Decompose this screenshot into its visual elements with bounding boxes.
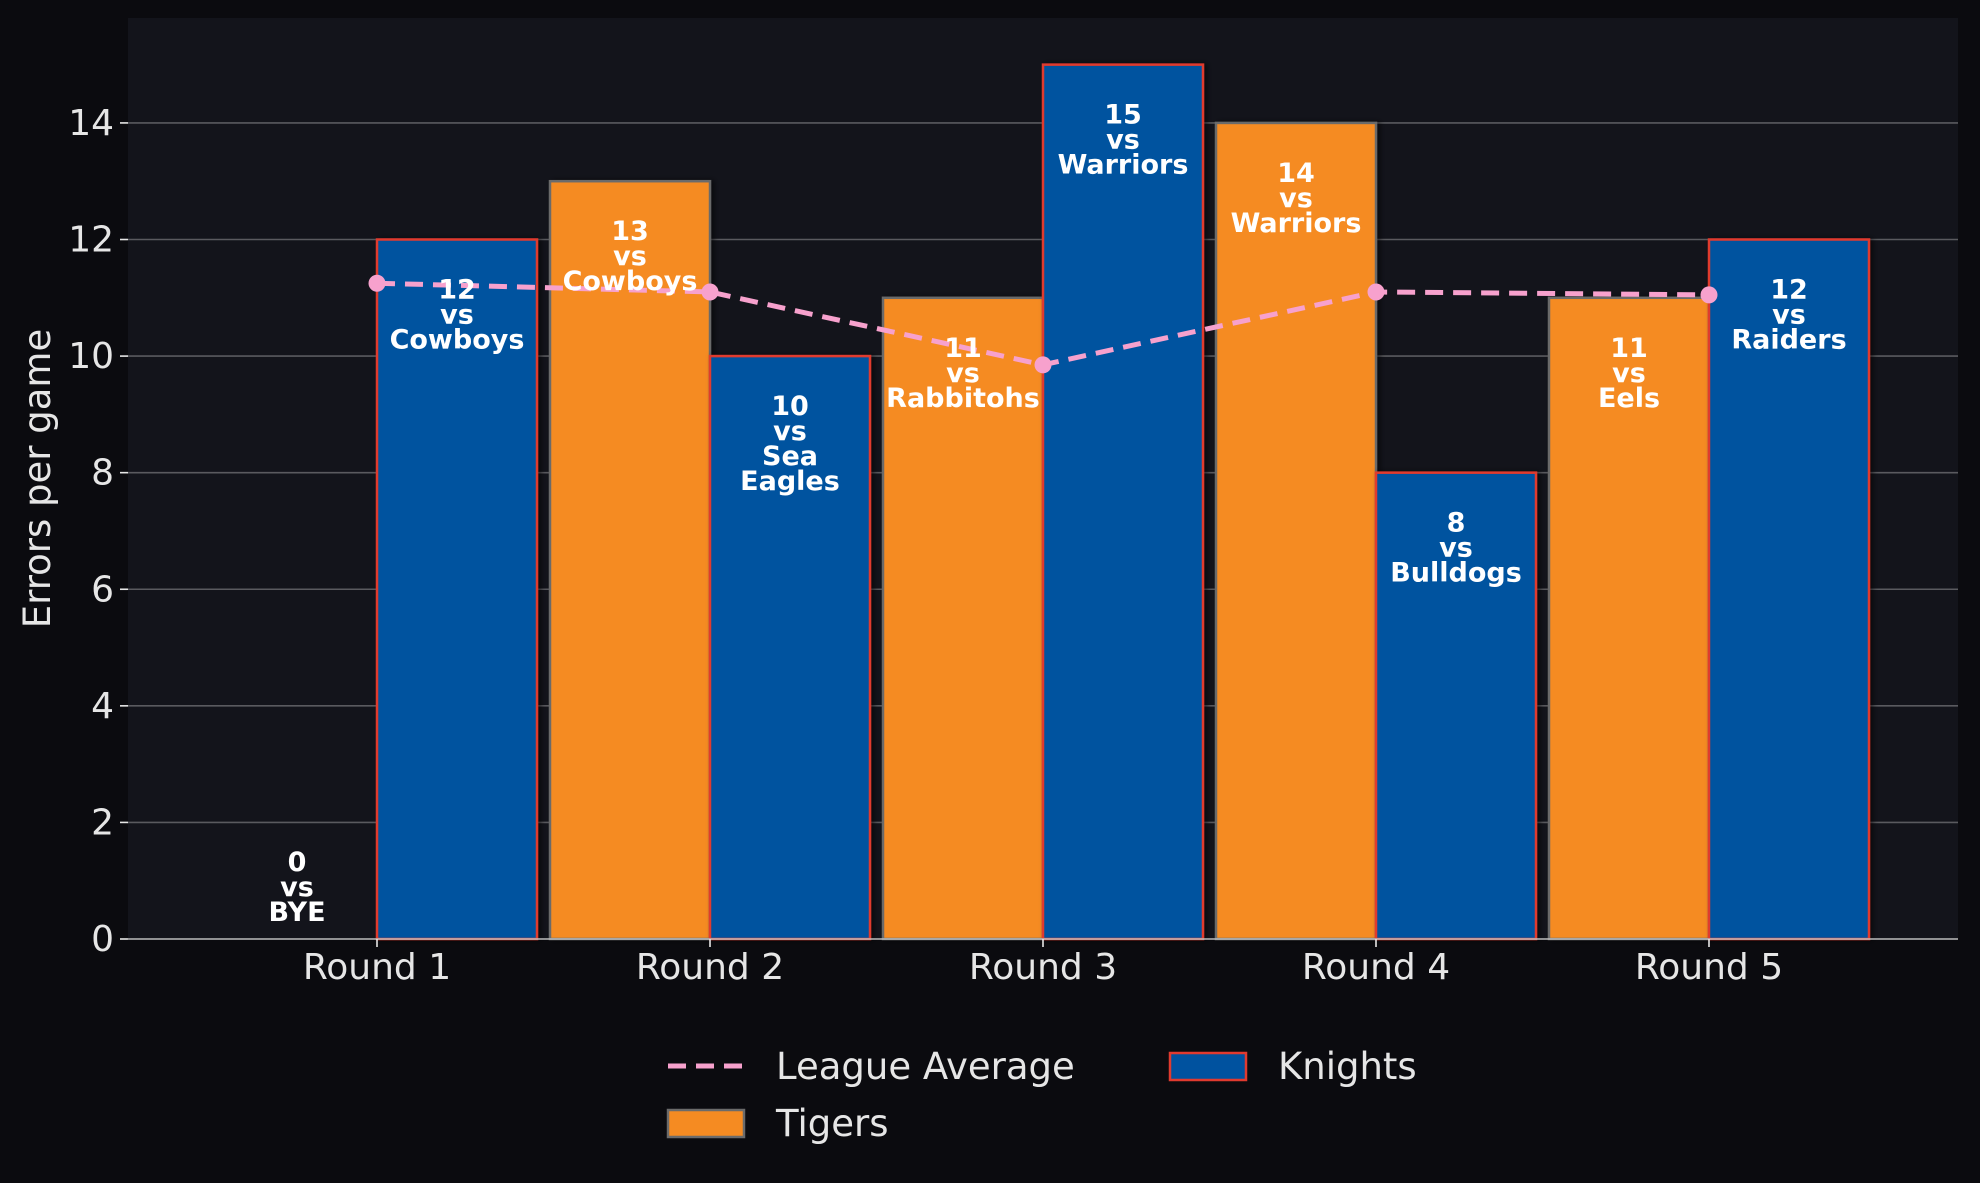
y-tick-label: 10 [68,336,114,377]
x-tick-label: Round 3 [969,947,1117,988]
knights-bar [375,238,539,941]
bar-label-line: 10 [771,391,809,422]
bar-label-line: vs [1772,300,1806,331]
bar-label-line: vs [1612,358,1646,389]
bar-label-line: 11 [1610,333,1648,364]
bar-label-line: vs [946,358,980,389]
league-average-point [1700,286,1718,304]
y-tick-label: 4 [91,686,114,727]
bar-label-line: 12 [1770,275,1808,306]
bar-label-line: Warriors [1058,150,1189,181]
knights-bar [708,354,872,941]
legend-item-knights: Knights [1168,1045,1417,1088]
legend-label: League Average [776,1045,1075,1088]
league-average-point [701,283,719,301]
league-average-point [1034,356,1052,374]
bar-label-line: 13 [611,216,649,247]
bars [375,63,1871,941]
bar-label-line: Raiders [1731,325,1846,356]
bar-label-line: vs [440,300,474,331]
bar-label-line: Warriors [1231,208,1362,239]
bar-label-line: Bulldogs [1390,558,1522,589]
knights-bar [1707,238,1871,941]
bar-label-line: Cowboys [563,266,698,297]
y-tick-label: 0 [91,919,114,960]
legend-item-league-average: League Average [668,1045,1075,1088]
bar-label-line: vs [280,872,314,903]
bar-label-line: 14 [1277,158,1315,189]
x-tick-label: Round 4 [1302,947,1450,988]
knights-bar [1374,471,1538,941]
league-average-point [368,274,386,292]
tigers-bar [548,179,712,941]
bar-label-line: vs [1279,183,1313,214]
bar-label-line: Rabbitohs [886,383,1040,414]
x-tick-label: Round 5 [1635,947,1783,988]
bar-label-line: vs [1439,533,1473,564]
legend-label: Tigers [775,1102,888,1145]
y-tick-label: 2 [91,802,114,843]
bar-label-line: Eels [1598,383,1660,414]
bar-labels: 0vsBYE12vsCowboys13vsCowboys10vsSeaEagle… [268,100,1846,928]
legend-item-tigers: Tigers [666,1102,888,1145]
bar-label-line: Cowboys [390,325,525,356]
league-average-point [1367,283,1385,301]
bar-label-line: vs [773,416,807,447]
x-tick-label: Round 1 [303,947,451,988]
bar-label-line: Sea [762,441,818,472]
bar-label-line: 0 [288,847,307,878]
league-average-line [368,274,1718,374]
knights-bar [1041,63,1205,941]
legend: League Average Knights Tigers [666,1045,1417,1145]
y-tick-label: 8 [91,453,114,494]
bar-label-line: 11 [944,333,982,364]
legend-label: Knights [1278,1045,1417,1088]
legend-swatch [666,1108,746,1139]
tigers-bar [1214,121,1378,941]
bar-label-line: Eagles [740,466,840,497]
y-tick-label: 6 [91,569,114,610]
legend-swatch [1168,1051,1248,1082]
x-tick-label: Round 2 [636,947,784,988]
bar-label-line: vs [1106,125,1140,156]
axes: 0 2 4 6 8 10 12 14 Round 1 Round 2 Round 3 Round 4 R… [68,103,1958,988]
bar-label-line: BYE [268,897,325,928]
y-axis-label: Errors per game [16,329,59,628]
y-tick-label: 14 [68,103,114,144]
bar-label-line: 15 [1104,100,1142,131]
y-tick-label: 12 [68,220,114,261]
bar-label-line: 12 [438,275,476,306]
bar-label-line: vs [613,241,647,272]
bar-label-line: 8 [1447,508,1466,539]
